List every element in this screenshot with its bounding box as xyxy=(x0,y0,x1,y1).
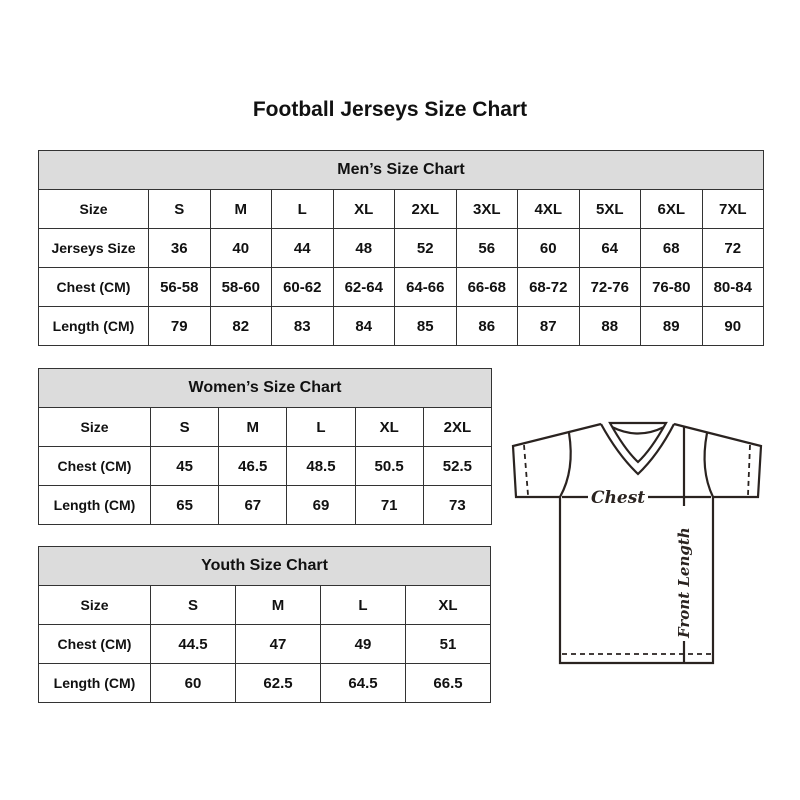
row-label: Length (CM) xyxy=(38,485,151,525)
table-cell: 88 xyxy=(578,306,641,346)
page-title: Football Jerseys Size Chart xyxy=(252,98,528,121)
table-cell: 83 xyxy=(271,306,334,346)
table-cell: 64 xyxy=(578,228,641,268)
table-cell: 50.5 xyxy=(354,446,424,486)
table-cell: L xyxy=(320,585,406,625)
table-cell: 48 xyxy=(332,228,395,268)
table-cell: 56 xyxy=(455,228,518,268)
table-cell: XL xyxy=(405,585,491,625)
table-cell: L xyxy=(271,189,334,229)
row-label: Chest (CM) xyxy=(38,267,149,307)
table-cell: 90 xyxy=(701,306,764,346)
table-cell: 72 xyxy=(701,228,764,268)
table-cell: 85 xyxy=(394,306,457,346)
table-heading: Youth Size Chart xyxy=(38,546,491,586)
table-cell: 49 xyxy=(320,624,406,664)
table-cell: 86 xyxy=(455,306,518,346)
table-cell: 79 xyxy=(148,306,211,346)
table-cell: 73 xyxy=(422,485,493,525)
table-cell: 47 xyxy=(235,624,321,664)
table-cell: 7XL xyxy=(701,189,764,229)
table-row: Length (CM) 65 67 69 71 73 xyxy=(38,485,493,525)
chest-label: Chest xyxy=(591,488,645,508)
row-label: Length (CM) xyxy=(38,663,151,703)
table-cell: 4XL xyxy=(517,189,580,229)
row-label: Jerseys Size xyxy=(38,228,149,268)
mens-size-table: Men’s Size Chart Size S M L XL 2XL 3XL 4XL 5XL 6XL… xyxy=(38,150,764,346)
table-cell: 60 xyxy=(150,663,236,703)
table-cell: 76-80 xyxy=(640,267,703,307)
table-cell: 80-84 xyxy=(701,267,764,307)
table-cell: 5XL xyxy=(578,189,641,229)
table-cell: 52.5 xyxy=(422,446,493,486)
table-cell: S xyxy=(149,407,220,447)
table-cell: 89 xyxy=(640,306,703,346)
table-cell: 44 xyxy=(271,228,334,268)
table-cell: 6XL xyxy=(640,189,703,229)
table-cell: M xyxy=(218,407,288,447)
table-cell: 48.5 xyxy=(286,446,356,486)
table-cell: S xyxy=(150,585,236,625)
table-cell: XL xyxy=(332,189,395,229)
table-cell: 40 xyxy=(209,228,272,268)
table-cell: M xyxy=(209,189,272,229)
table-cell: 84 xyxy=(332,306,395,346)
table-row: Chest (CM) 56-58 58-60 60-62 62-64 64-66 66-68… xyxy=(38,267,764,307)
table-cell: 62.5 xyxy=(235,663,321,703)
table-row: Size S M L XL 2XL xyxy=(38,407,493,447)
front-length-label: Front Length xyxy=(675,527,693,639)
table-cell: 60 xyxy=(517,228,580,268)
table-cell: 56-58 xyxy=(148,267,211,307)
table-cell: 44.5 xyxy=(150,624,236,664)
table-cell: 2XL xyxy=(394,189,457,229)
table-cell: 45 xyxy=(149,446,220,486)
table-cell: 64.5 xyxy=(320,663,406,703)
table-row: Length (CM) 79 82 83 84 85 86 87 88 89 90 xyxy=(38,306,764,346)
table-cell: 52 xyxy=(394,228,457,268)
table-cell: 2XL xyxy=(422,407,493,447)
table-row: Size S M L XL 2XL 3XL 4XL 5XL 6XL 7XL xyxy=(38,189,764,229)
table-cell: 67 xyxy=(218,485,288,525)
table-cell: 65 xyxy=(149,485,220,525)
table-cell: S xyxy=(148,189,211,229)
table-cell: L xyxy=(286,407,356,447)
table-cell: 62-64 xyxy=(332,267,395,307)
table-cell: XL xyxy=(354,407,424,447)
table-row: Jerseys Size 36 40 44 48 52 56 60 64 68 72 xyxy=(38,228,764,268)
table-cell: 82 xyxy=(209,306,272,346)
table-cell: 58-60 xyxy=(209,267,272,307)
row-label: Size xyxy=(38,585,151,625)
row-label: Length (CM) xyxy=(38,306,149,346)
womens-size-table: Women’s Size Chart Size S M L XL 2XL Chest (CM)… xyxy=(38,368,493,525)
table-cell: 71 xyxy=(354,485,424,525)
table-cell: 64-66 xyxy=(394,267,457,307)
table-row: Chest (CM) 44.5 47 49 51 xyxy=(38,624,491,664)
table-cell: 51 xyxy=(405,624,491,664)
table-cell: 3XL xyxy=(455,189,518,229)
table-row: Size S M L XL xyxy=(38,585,491,625)
table-cell: 66.5 xyxy=(405,663,491,703)
table-cell: 36 xyxy=(148,228,211,268)
row-label: Size xyxy=(38,407,151,447)
row-label: Chest (CM) xyxy=(38,624,151,664)
table-cell: 60-62 xyxy=(271,267,334,307)
table-cell: M xyxy=(235,585,321,625)
row-label: Size xyxy=(38,189,149,229)
table-heading: Men’s Size Chart xyxy=(38,150,764,190)
table-cell: 46.5 xyxy=(218,446,288,486)
table-cell: 68 xyxy=(640,228,703,268)
table-cell: 87 xyxy=(517,306,580,346)
table-cell: 68-72 xyxy=(517,267,580,307)
table-row: Length (CM) 60 62.5 64.5 66.5 xyxy=(38,663,491,703)
table-cell: 66-68 xyxy=(455,267,518,307)
table-cell: 72-76 xyxy=(578,267,641,307)
jersey-diagram: Chest Front Length xyxy=(511,421,763,665)
table-row: Chest (CM) 45 46.5 48.5 50.5 52.5 xyxy=(38,446,493,486)
row-label: Chest (CM) xyxy=(38,446,151,486)
table-heading: Women’s Size Chart xyxy=(38,368,492,408)
youth-size-table: Youth Size Chart Size S M L XL Chest (CM) 44.5 4… xyxy=(38,546,491,703)
table-cell: 69 xyxy=(286,485,356,525)
